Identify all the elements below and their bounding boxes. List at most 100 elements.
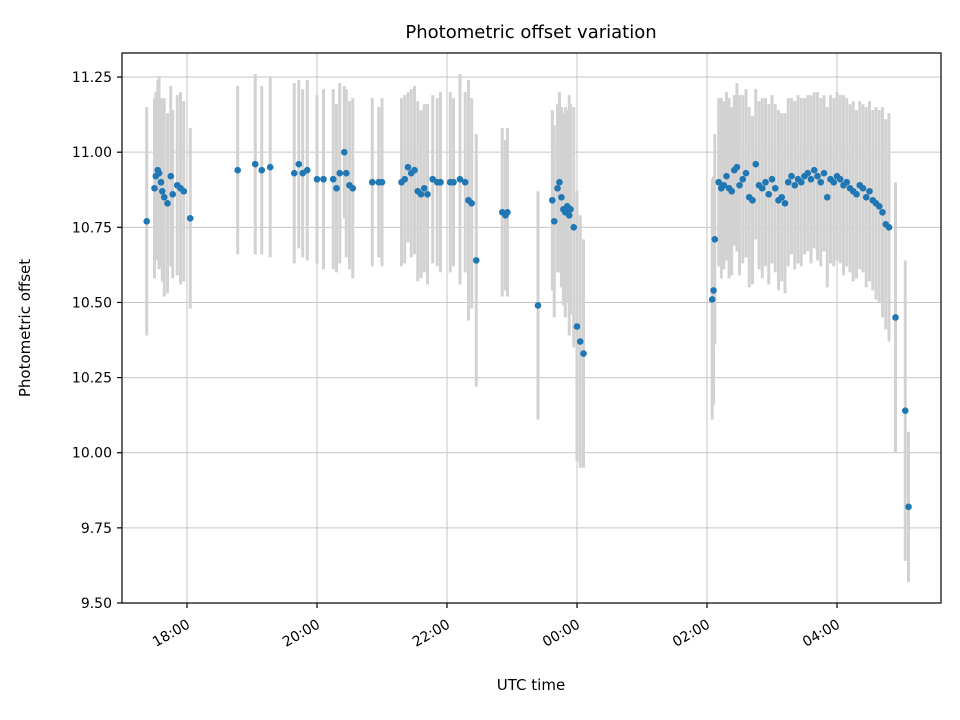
data-point (784, 178, 792, 186)
data-point (565, 211, 573, 219)
x-tick-label: 04:00 (800, 617, 843, 651)
x-tick-label: 18:00 (150, 617, 193, 651)
y-tick-label: 11.00 (72, 145, 112, 161)
data-point (885, 224, 893, 231)
data-point (768, 175, 776, 183)
data-point (830, 178, 838, 186)
data-points (143, 148, 912, 511)
x-tick-label: 00:00 (540, 617, 583, 651)
data-point (788, 172, 795, 180)
data-point (859, 184, 867, 192)
data-point (461, 178, 469, 186)
data-point (781, 199, 789, 207)
data-point (879, 208, 886, 216)
data-point (862, 193, 870, 201)
data-point (573, 323, 581, 330)
data-point (333, 184, 340, 192)
y-tick-label: 10.75 (72, 220, 112, 236)
x-tick-label: 22:00 (410, 617, 453, 651)
y-tick-label: 10.00 (72, 446, 112, 462)
data-point (765, 190, 773, 198)
y-axis-label: Photometric offset (16, 259, 34, 397)
x-tick-label: 20:00 (280, 617, 323, 651)
axes-frame (121, 52, 942, 604)
data-point (810, 166, 818, 174)
data-point (157, 178, 165, 186)
data-point (715, 178, 722, 186)
y-tick-label: 10.25 (72, 371, 112, 387)
data-point (329, 175, 337, 183)
data-point (797, 178, 805, 186)
data-point (143, 218, 150, 225)
data-point (791, 181, 799, 189)
data-point (558, 193, 565, 201)
data-point (349, 184, 357, 192)
data-point (186, 215, 194, 222)
data-point (417, 190, 425, 198)
data-point (504, 208, 511, 216)
data-point (167, 172, 175, 180)
data-point (836, 175, 844, 183)
data-point (155, 169, 163, 177)
data-point (814, 172, 821, 180)
data-point (420, 184, 428, 192)
data-point (251, 160, 259, 168)
data-point (341, 148, 348, 156)
data-point (164, 199, 171, 207)
data-point (711, 236, 719, 243)
data-point (892, 314, 899, 321)
y-tick-label: 9.50 (81, 596, 112, 612)
data-point (817, 178, 825, 186)
data-point (320, 175, 327, 183)
data-point (266, 163, 274, 171)
data-point (708, 296, 716, 303)
data-point (472, 257, 480, 264)
data-point (752, 160, 760, 168)
data-point (424, 190, 431, 198)
error-bars (145, 74, 910, 582)
data-point (180, 187, 188, 195)
data-point (804, 169, 812, 177)
data-point (169, 190, 176, 198)
data-point (749, 196, 756, 204)
data-point (723, 172, 730, 180)
data-point (843, 178, 851, 186)
plot-border (121, 52, 942, 604)
data-point (295, 160, 303, 168)
data-point (807, 175, 815, 183)
data-point (720, 181, 728, 189)
data-point (570, 224, 578, 231)
data-point (728, 187, 735, 195)
data-point (290, 169, 298, 177)
data-point (736, 181, 743, 189)
data-point (771, 184, 779, 192)
data-point (823, 193, 831, 201)
y-tick-label: 9.75 (81, 521, 112, 537)
data-point (411, 166, 418, 174)
data-point (234, 166, 241, 174)
data-point (159, 187, 166, 195)
data-point (733, 163, 741, 171)
data-point (576, 338, 584, 345)
data-point (556, 178, 563, 186)
data-point (368, 178, 376, 186)
data-point (820, 169, 828, 177)
data-point (468, 199, 476, 207)
y-tick-label: 10.50 (72, 295, 112, 311)
data-point (550, 218, 558, 225)
chart-title: Photometric offset variation (405, 22, 656, 43)
data-point (554, 184, 561, 192)
data-point (710, 287, 717, 294)
data-point (866, 187, 873, 195)
data-point (580, 350, 587, 357)
data-point (567, 205, 574, 213)
data-point (742, 169, 750, 177)
data-point (901, 407, 909, 414)
data-point (758, 184, 766, 192)
data-point (378, 178, 386, 186)
data-point (762, 178, 769, 186)
data-point (151, 184, 158, 192)
data-point (313, 175, 321, 183)
